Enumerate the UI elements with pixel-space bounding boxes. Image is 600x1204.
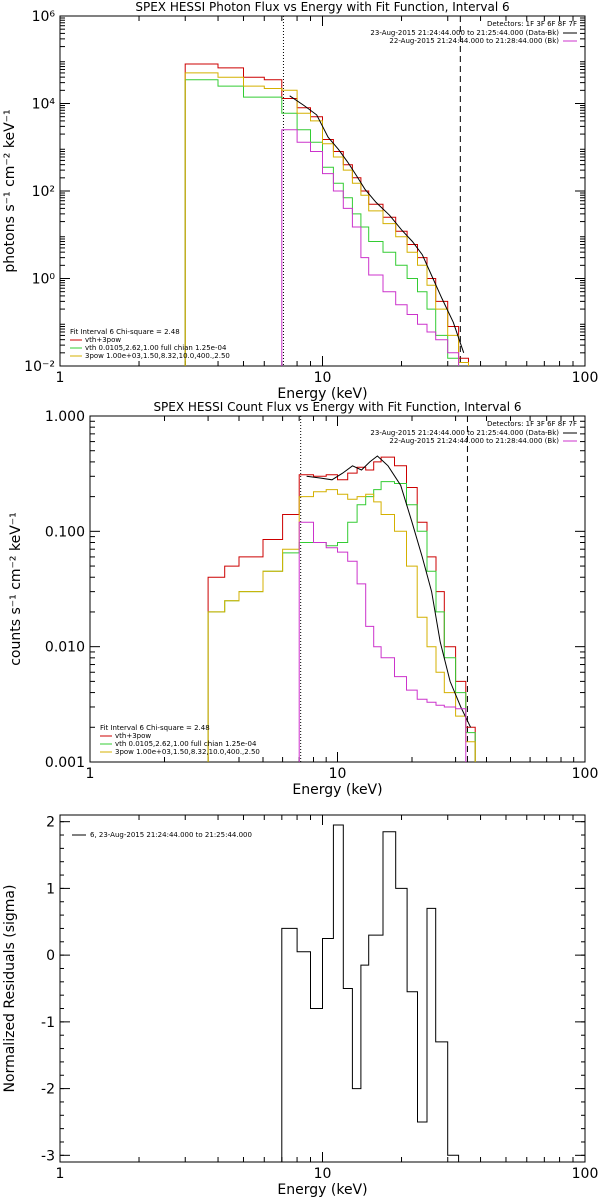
- chart-panel-2: SPEX HESSI Count Flux vs Energy with Fit…: [8, 400, 598, 798]
- x-tick-label: 1: [56, 1166, 65, 1182]
- fit-legend-label: vth+3pow: [85, 336, 121, 344]
- fit-legend-label: vth 0.0105,2.62,1.00 full chian 1.25e-04: [115, 740, 257, 748]
- plot-area: [184, 16, 469, 366]
- y-tick-label: 1.000: [45, 409, 85, 425]
- y-tick-label: -2: [41, 1082, 55, 1098]
- x-tick-label: 10: [329, 766, 347, 782]
- y-tick-label: 0.010: [45, 640, 85, 656]
- x-tick-label: 1: [56, 370, 65, 386]
- series-3-line: [184, 72, 469, 366]
- series-4-line: [306, 455, 472, 728]
- y-tick-label: 0.001: [45, 755, 85, 771]
- x-tick-label: 10: [314, 1166, 332, 1182]
- y-tick-label: 10⁴: [32, 97, 56, 113]
- legend-entry-label: 23-Aug-2015 21:24:44.000 to 21:25:44.000…: [370, 29, 559, 37]
- fit-legend-label: vth 0.0105,2.62,1.00 full chian 1.25e-04: [85, 344, 227, 352]
- chart-title: SPEX HESSI Count Flux vs Energy with Fit…: [153, 400, 521, 414]
- series-3-line: [207, 489, 476, 762]
- plot-frame: [59, 15, 586, 367]
- fit-legend-header: Fit Interval 6 Chi-square = 2.48: [100, 724, 210, 732]
- y-tick-label: 0: [46, 948, 55, 964]
- x-tick-label: 10: [314, 370, 332, 386]
- x-tick-label: 100: [572, 766, 599, 782]
- x-axis-label: Energy (keV): [277, 1182, 367, 1198]
- series-5-line: [298, 521, 467, 762]
- plot-frame: [89, 415, 586, 763]
- legend-entry-label: 6, 23-Aug-2015 21:24:44.000 to 21:25:44.…: [90, 831, 252, 839]
- x-tick-label: 100: [572, 370, 599, 386]
- y-tick-label: -3: [41, 1148, 55, 1164]
- y-tick-label: 10⁶: [32, 9, 56, 25]
- y-tick-label: 10⁻²: [24, 359, 55, 375]
- series-2-line: [207, 481, 476, 762]
- series-2-line: [184, 79, 460, 366]
- fit-legend-header: Fit Interval 6 Chi-square = 2.48: [70, 328, 180, 336]
- y-axis-label: Normalized Residuals (sigma): [2, 885, 18, 1093]
- series-1-line: [281, 824, 460, 1162]
- y-axis-label: photons s⁻¹ cm⁻² keV⁻¹: [2, 109, 18, 272]
- series-1-line: [207, 456, 476, 762]
- y-tick-label: 1: [46, 881, 55, 897]
- y-tick-label: 0.100: [45, 524, 85, 540]
- chart-panel-3: 1 10 100 Energy (keV) -3 -2 -1 0 1 2 Normalized Re…: [2, 814, 599, 1198]
- fit-legend-label: 3pow 1.00e+03,1.50,8.32,10.0,400.,2.50: [115, 748, 260, 756]
- legend-entry-label: 23-Aug-2015 21:24:44.000 to 21:25:44.000…: [370, 429, 559, 437]
- fit-legend-label: 3pow 1.00e+03,1.50,8.32,10.0,400.,2.50: [85, 352, 230, 360]
- series-1-line: [184, 63, 469, 366]
- legend-entry-label: 22-Aug-2015 21:24:44.000 to 21:28:44.000…: [389, 37, 559, 45]
- y-axis-label: counts s⁻¹ cm⁻² keV⁻¹: [8, 512, 24, 666]
- y-tick-label: 10⁰: [32, 272, 56, 288]
- plot-area: [281, 824, 460, 1162]
- chart-panel-1: SPEX HESSI Photon Flux vs Energy with Fi…: [2, 0, 598, 402]
- legend-entry-label: 22-Aug-2015 21:24:44.000 to 21:28:44.000…: [389, 437, 559, 445]
- x-axis-label: Energy (keV): [292, 782, 382, 798]
- y-tick-label: 10²: [32, 184, 55, 200]
- chart-title: SPEX HESSI Photon Flux vs Energy with Fi…: [135, 0, 509, 14]
- y-tick-label: -1: [41, 1015, 55, 1031]
- series-5-line: [281, 129, 460, 366]
- series-4-line: [289, 95, 465, 353]
- y-tick-label: 2: [46, 815, 55, 831]
- plot-area: [207, 416, 476, 762]
- x-tick-label: 1: [86, 766, 95, 782]
- detectors-label: Detectors: 1F 3F 6F 8F 7F: [487, 20, 577, 28]
- x-axis-label: Energy (keV): [277, 386, 367, 402]
- fit-legend-label: vth+3pow: [115, 732, 151, 740]
- x-tick-label: 100: [572, 1166, 599, 1182]
- detectors-label: Detectors: 1F 3F 6F 8F 7F: [487, 420, 577, 428]
